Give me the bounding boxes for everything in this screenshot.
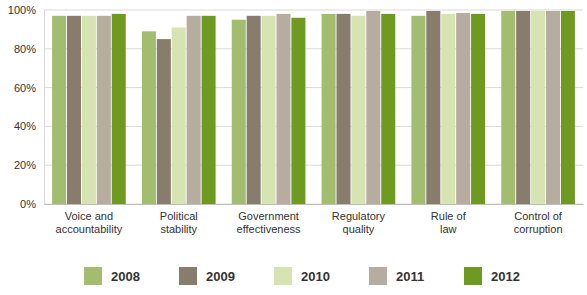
bar (232, 20, 246, 204)
legend-label: 2012 (491, 269, 520, 284)
bar (82, 16, 96, 204)
grid-line (44, 10, 583, 11)
bar (97, 16, 111, 204)
x-axis: Voice andaccountability Politicalstabilit… (45, 204, 584, 235)
bar (336, 14, 350, 204)
bar (142, 31, 156, 204)
y-tick-label: 80% (14, 43, 36, 55)
bar (52, 16, 66, 204)
series (82, 11, 545, 204)
x-tick: Rule oflaw (431, 204, 467, 235)
bar (172, 27, 186, 204)
y-tick-label: 100% (8, 4, 36, 16)
bar (426, 11, 440, 204)
bar (262, 16, 276, 204)
y-axis-line (44, 11, 45, 205)
bars (52, 11, 575, 204)
bar (561, 11, 575, 204)
legend: 2008 2009 2010 2011 2012 (84, 267, 520, 285)
x-tick: Governmenteffectiveness (237, 204, 302, 235)
legend-label: 2011 (396, 269, 424, 284)
x-tick-label: Governmenteffectiveness (237, 210, 302, 235)
y-tick: 40% (14, 120, 44, 132)
series (52, 11, 515, 204)
y-tick: 60% (14, 82, 44, 94)
y-tick-label: 60% (14, 82, 36, 94)
bar (67, 16, 81, 204)
bar (187, 16, 201, 204)
legend-label: 2009 (206, 269, 235, 284)
legend-label: 2008 (111, 269, 140, 284)
legend-swatch (179, 267, 197, 285)
bar (351, 16, 365, 204)
legend-swatch (369, 267, 387, 285)
bar (276, 14, 290, 204)
bar (247, 16, 261, 204)
legend-swatch (274, 267, 292, 285)
series (112, 11, 575, 204)
legend-item: 2011 (369, 267, 424, 285)
bar (112, 14, 126, 204)
bar (456, 13, 470, 204)
y-tick-label: 40% (14, 120, 36, 132)
y-tick: 20% (14, 159, 44, 171)
bar (441, 14, 455, 204)
bar (381, 14, 395, 204)
x-tick: Control ofcorruption (514, 204, 563, 235)
bar (202, 16, 216, 204)
x-tick: Regulatoryquality (332, 204, 386, 235)
x-tick: Voice andaccountability (56, 204, 123, 235)
y-tick-label: 20% (14, 159, 36, 171)
x-tick: Politicalstability (160, 204, 198, 235)
bar (366, 11, 380, 204)
bar (501, 11, 515, 204)
bar (471, 14, 485, 204)
legend-swatch (464, 267, 482, 285)
legend-swatch (84, 267, 102, 285)
legend-item: 2012 (464, 267, 520, 285)
bar (157, 39, 171, 204)
y-axis: 0% 20% 40% 60% 80% 100% (8, 4, 45, 210)
legend-item: 2009 (179, 267, 235, 285)
y-tick: 100% (8, 4, 44, 16)
bar (516, 11, 530, 204)
y-tick: 0% (20, 198, 44, 210)
bar (291, 18, 305, 204)
bar (411, 16, 425, 204)
y-tick-label: 0% (20, 198, 36, 210)
x-tick-label: Rule oflaw (431, 210, 467, 235)
legend-item: 2010 (274, 267, 330, 285)
x-tick-label: Voice andaccountability (56, 210, 123, 235)
x-tick-label: Control ofcorruption (514, 210, 563, 235)
y-tick: 80% (14, 43, 44, 55)
bar (322, 14, 336, 204)
legend-label: 2010 (301, 269, 330, 284)
series (97, 11, 560, 204)
bar (531, 11, 545, 204)
chart: 0% 20% 40% 60% 80% 100% Voice andaccountabilit… (0, 0, 587, 295)
x-tick-label: Regulatoryquality (332, 210, 386, 235)
legend-item: 2008 (84, 267, 140, 285)
x-tick-label: Politicalstability (160, 210, 198, 235)
plot: 0% 20% 40% 60% 80% 100% Voice andaccountabilit… (8, 4, 584, 235)
series (67, 11, 530, 204)
grid (44, 10, 583, 204)
x-axis-line (45, 204, 584, 205)
bar (546, 11, 560, 204)
